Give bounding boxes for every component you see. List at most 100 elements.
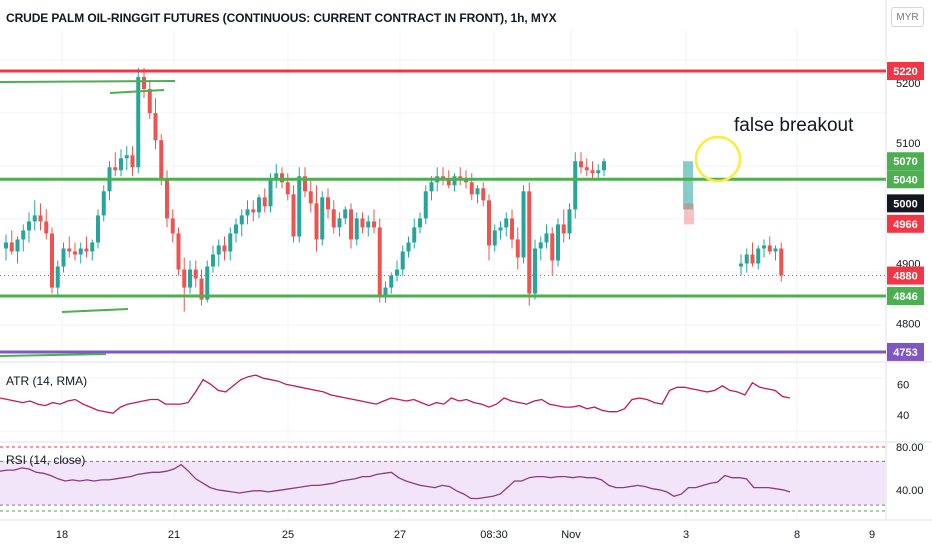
candle-body: [84, 248, 89, 252]
candle-body: [469, 182, 474, 195]
annotation-text: false breakout: [734, 115, 854, 136]
candle-body: [268, 179, 273, 207]
annotation-circle: [694, 135, 742, 183]
candle-body: [314, 203, 319, 240]
candle-body: [602, 161, 606, 171]
candle-body: [383, 287, 388, 297]
candle-body: [418, 218, 422, 228]
candle-body: [423, 191, 428, 219]
time-tick: 18: [56, 529, 68, 541]
price-label-text: 5040: [893, 174, 917, 186]
price-label-text: 5220: [893, 66, 917, 78]
price-label-badge: [887, 214, 924, 233]
candle-body: [756, 248, 761, 264]
candle-body: [446, 179, 451, 186]
breakout-box: [683, 161, 693, 210]
trend-segment: [109, 89, 165, 94]
candle-body: [441, 176, 445, 180]
candle-body: [90, 242, 95, 252]
candle-body: [429, 182, 434, 192]
candle-body: [527, 191, 532, 294]
candle-body: [216, 245, 221, 255]
candle-body: [326, 197, 330, 210]
candle-body: [199, 278, 204, 300]
candle-body: [78, 248, 83, 255]
candle-body: [159, 140, 164, 180]
breakout-box: [684, 203, 694, 225]
time-tick: 27: [394, 529, 406, 541]
candle-body: [487, 200, 491, 246]
candle-body: [101, 191, 106, 216]
candle-body: [147, 89, 152, 114]
time-tick: 08:30: [480, 529, 508, 541]
time-tick: 9: [869, 529, 875, 541]
candle-body: [251, 209, 256, 213]
candle-body: [61, 248, 66, 267]
rsi-band: [0, 461, 886, 506]
candle-body: [4, 242, 8, 249]
price-tick: 5200: [896, 78, 920, 90]
price-label-text: 4880: [893, 271, 917, 283]
rsi-indicator-label[interactable]: RSI (14, close): [6, 453, 86, 467]
time-tick: 8: [794, 529, 800, 541]
candle-body: [475, 188, 480, 195]
price-label-badge: [887, 342, 924, 361]
candle-body: [182, 269, 187, 288]
candle-body: [15, 239, 20, 252]
candle-body: [193, 269, 198, 279]
candle-body: [377, 227, 382, 297]
candle-body: [9, 242, 14, 252]
candle-body: [176, 233, 181, 270]
candle-body: [73, 251, 77, 255]
atr-indicator-label[interactable]: ATR (14, RMA): [6, 374, 88, 388]
candle-body: [515, 239, 520, 258]
price-label-badge: [887, 152, 924, 171]
price-label-badge: [887, 62, 924, 80]
candle-body: [280, 173, 284, 183]
candle-body: [533, 248, 537, 294]
candle-body: [124, 155, 129, 159]
candle-body: [372, 221, 376, 228]
candle-body: [55, 266, 60, 288]
candle-body: [452, 176, 457, 186]
candle-body: [21, 230, 26, 240]
candle-body: [762, 245, 766, 249]
candle-body: [744, 254, 749, 264]
candle-body: [567, 209, 572, 234]
candle-body: [492, 230, 497, 246]
candle-body: [113, 167, 118, 171]
price-label-badge: [887, 170, 924, 189]
atr-tick: 40: [897, 410, 909, 422]
candle-body: [579, 161, 583, 168]
candle-body: [389, 275, 394, 288]
candle-body: [584, 167, 589, 171]
time-tick: Nov: [561, 529, 581, 541]
candle-body: [274, 173, 279, 180]
candle-body: [331, 209, 336, 228]
candle-body: [354, 218, 359, 240]
price-label-text: 4753: [893, 347, 917, 359]
candle-body: [262, 197, 267, 207]
candle-body: [297, 176, 302, 237]
candle-body: [395, 269, 399, 276]
candle-body: [130, 155, 135, 168]
candle-body: [205, 266, 210, 300]
candle-body: [400, 251, 405, 270]
candle-body: [504, 218, 509, 228]
candle-body: [412, 227, 417, 243]
rsi-tick: 80.00: [896, 442, 924, 454]
candle-body: [142, 77, 146, 90]
trend-segment: [0, 353, 107, 357]
candle-body: [481, 188, 486, 201]
candle-body: [366, 221, 371, 228]
candle-body: [573, 161, 578, 210]
chart-title: CRUDE PALM OIL-RINGGIT FUTURES (CONTINUO…: [6, 11, 557, 25]
time-tick: 25: [282, 529, 294, 541]
currency-button[interactable]: MYR: [891, 7, 924, 27]
candle-body: [188, 269, 192, 288]
price-label-badge: [887, 287, 924, 305]
price-label-text: 4846: [893, 291, 917, 303]
price-label-text: 5070: [893, 156, 917, 168]
